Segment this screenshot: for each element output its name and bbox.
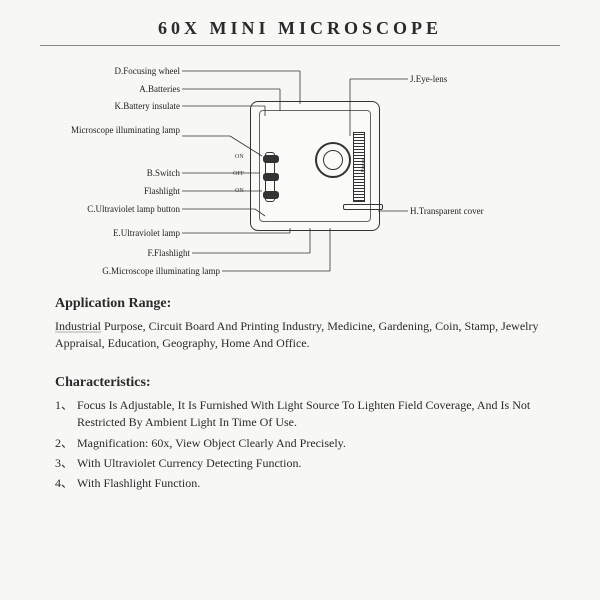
label-d: D.Focusing wheel <box>40 66 180 76</box>
switch-slider <box>265 152 275 202</box>
item-text: Magnification: 60x, View Object Clearly … <box>77 435 346 452</box>
focus-text: Focus <box>361 158 367 172</box>
list-item: 4、With Flashlight Function. <box>55 475 545 492</box>
characteristics-list: 1、Focus Is Adjustable, It Is Furnished W… <box>55 397 545 493</box>
switch-off-label: OFF <box>233 171 244 177</box>
industrial-word: Industrial <box>55 319 101 333</box>
eye-lens-icon <box>315 142 351 178</box>
label-j: J.Eye-lens <box>410 74 447 84</box>
switch-on2-label: ON <box>235 188 244 194</box>
device-body: Focus <box>250 101 380 231</box>
slider-knob-bot <box>263 191 279 199</box>
switch-on-label: ON <box>235 154 244 160</box>
label-g: G.Microscope illuminating lamp <box>60 266 220 276</box>
item-text: Focus Is Adjustable, It Is Furnished Wit… <box>77 397 545 432</box>
label-h: H.Transparent cover <box>410 206 484 216</box>
application-rest: Purpose, Circuit Board And Printing Indu… <box>55 319 539 350</box>
list-item: 3、With Ultraviolet Currency Detecting Fu… <box>55 455 545 472</box>
label-lamp-note: Microscope illuminating lamp <box>40 126 180 136</box>
list-item: 1、Focus Is Adjustable, It Is Furnished W… <box>55 397 545 432</box>
transparent-cover-slot <box>343 204 383 210</box>
application-text: Industrial Purpose, Circuit Board And Pr… <box>55 318 545 353</box>
label-a: A.Batteries <box>40 84 180 94</box>
label-c: C.Ultraviolet lamp button <box>34 204 180 214</box>
label-b: B.Switch <box>40 168 180 178</box>
page-title: 60X MINI MICROSCOPE <box>40 0 560 46</box>
label-e: E.Ultraviolet lamp <box>40 228 180 238</box>
application-heading: Application Range: <box>55 296 545 312</box>
item-num: 1、 <box>55 397 77 432</box>
item-num: 4、 <box>55 475 77 492</box>
slider-knob-top <box>263 155 279 163</box>
label-flash-note: Flashlight <box>40 186 180 196</box>
item-num: 2、 <box>55 435 77 452</box>
item-text: With Flashlight Function. <box>77 475 200 492</box>
item-num: 3、 <box>55 455 77 472</box>
characteristics-heading: Characteristics: <box>55 375 545 391</box>
slider-knob-mid <box>263 173 279 181</box>
label-f: F.Flashlight <box>50 248 190 258</box>
list-item: 2、Magnification: 60x, View Object Clearl… <box>55 435 545 452</box>
item-text: With Ultraviolet Currency Detecting Func… <box>77 455 301 472</box>
labeled-diagram: Focus ON OFF ON D.Focusing wheel A.Batte… <box>30 56 570 286</box>
label-k: K.Battery insulate <box>40 101 180 111</box>
